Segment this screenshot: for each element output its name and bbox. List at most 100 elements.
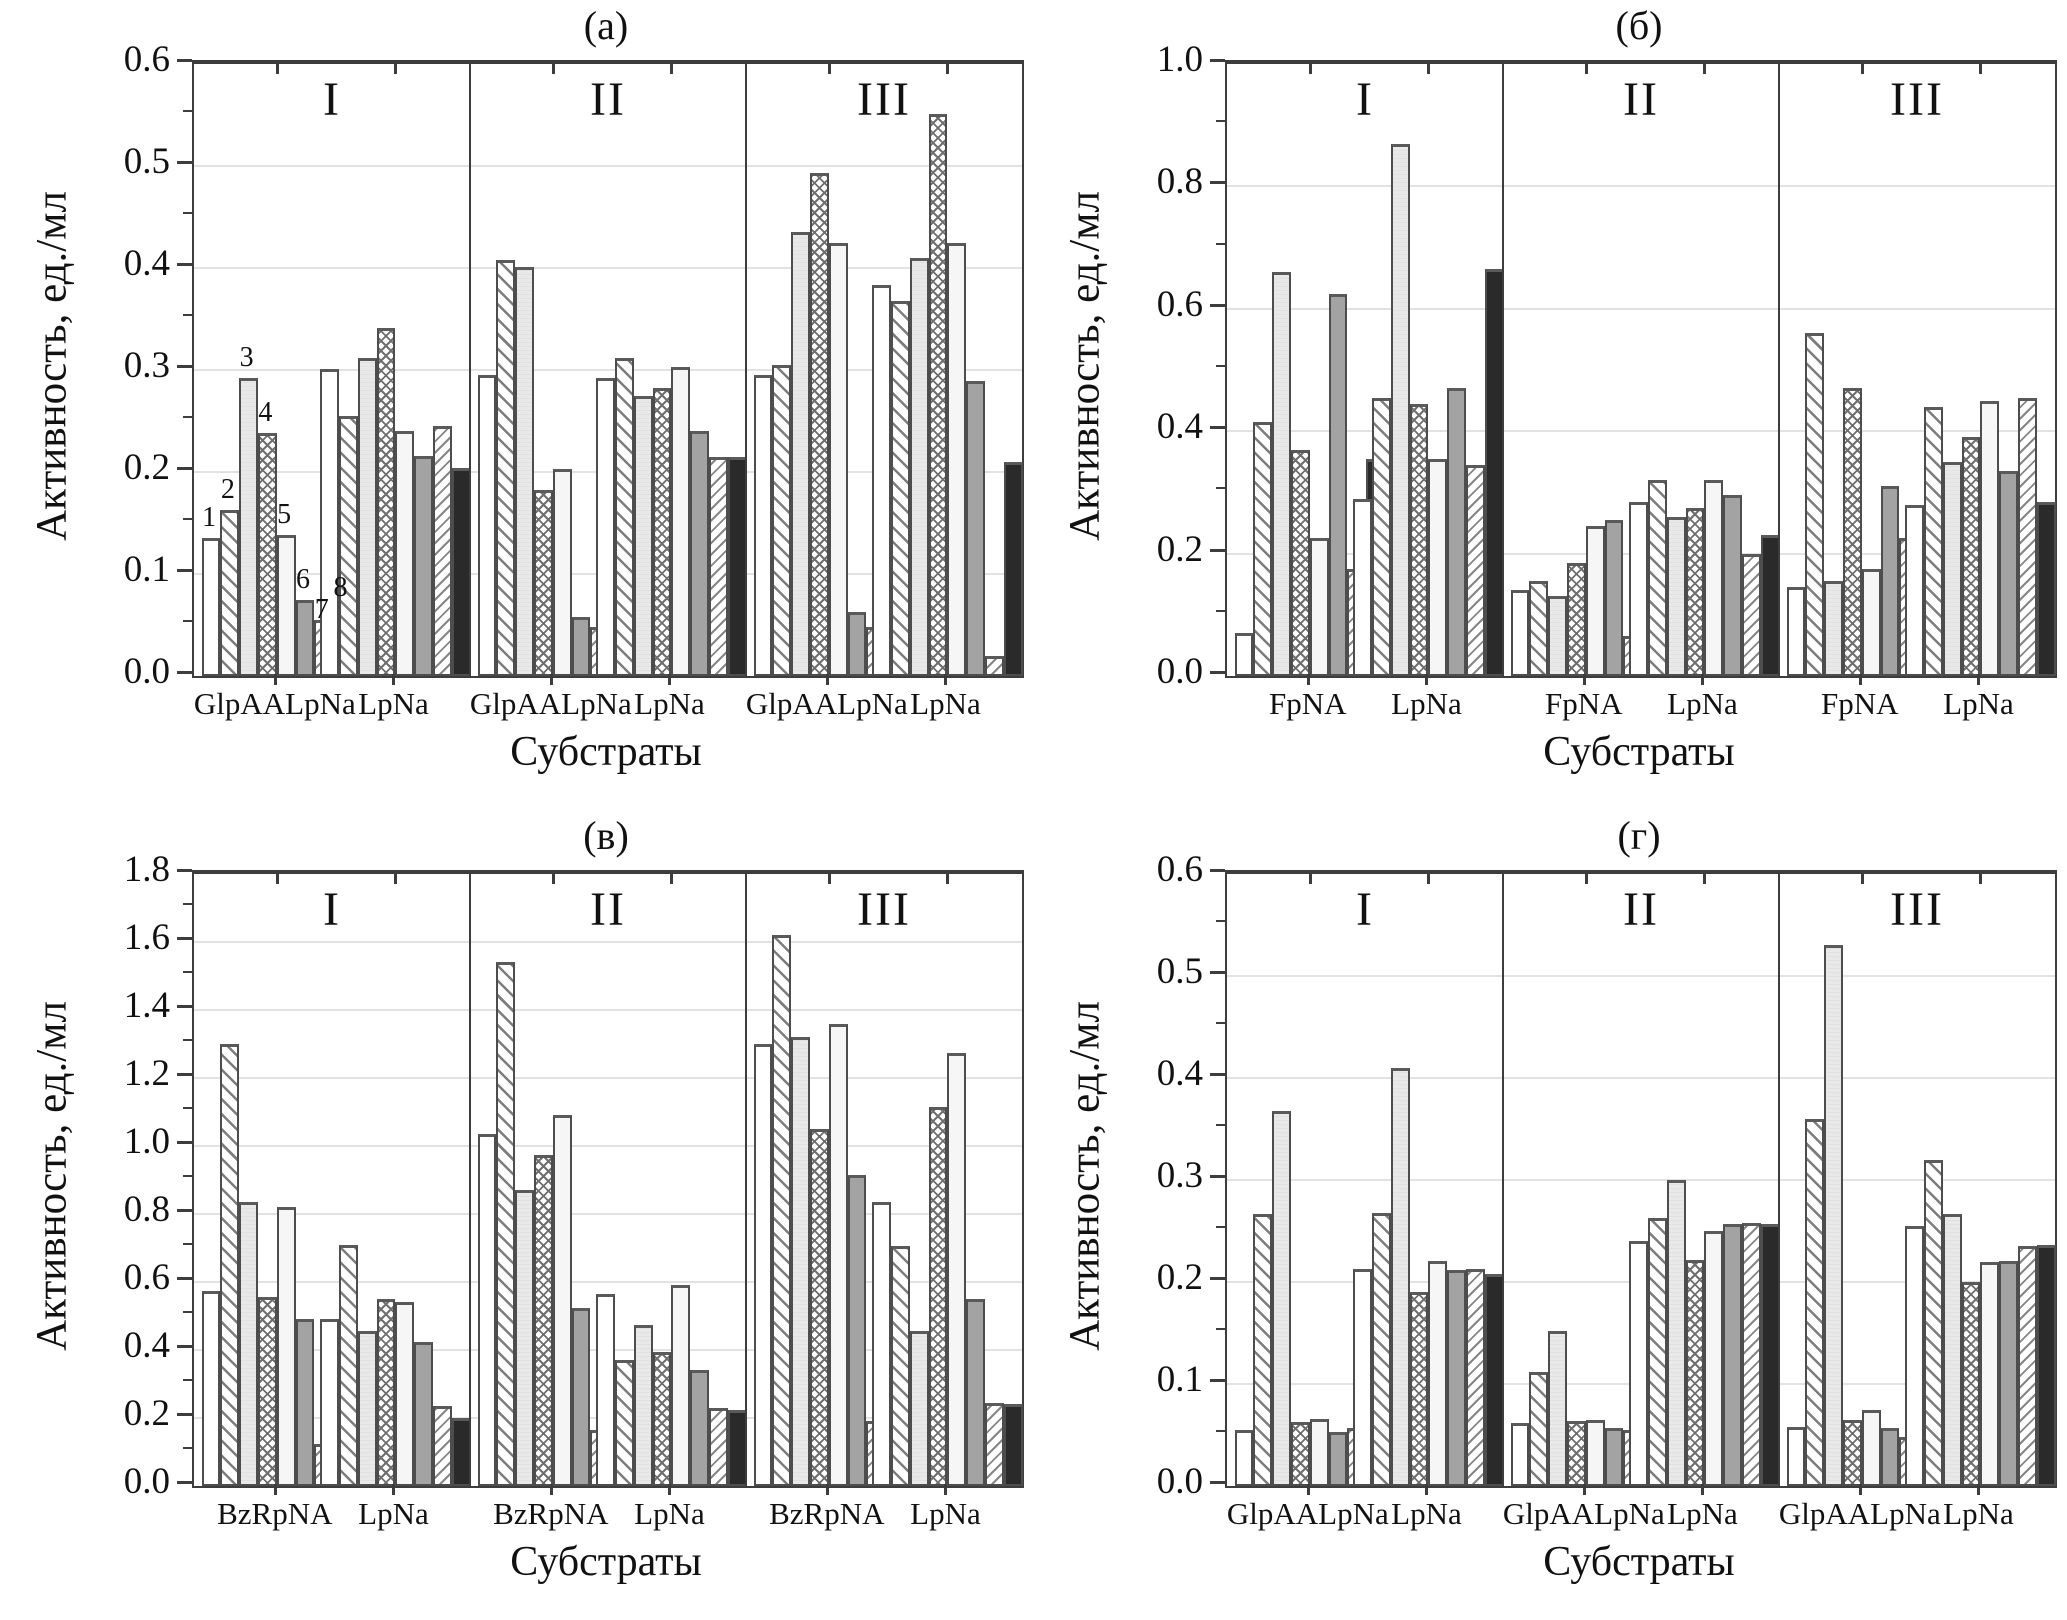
y-axis-minor-tick (1216, 120, 1225, 123)
bar-series-3 (633, 395, 653, 676)
bar-series-3 (357, 1331, 377, 1486)
bar-series-3 (1666, 516, 1686, 676)
bar-series-3 (633, 1324, 653, 1486)
bar-series-8 (451, 467, 471, 676)
bar-series-7 (1466, 464, 1485, 676)
bar-series-1 (1353, 1268, 1373, 1486)
bar-series-5 (828, 1023, 848, 1486)
y-axis-minor-tick (183, 1107, 192, 1109)
grid-line (1227, 307, 2055, 310)
bar-series-6 (1447, 1269, 1466, 1486)
y-tick-label: 0.3 (1156, 1155, 1203, 1196)
bar-series-8 (727, 1409, 747, 1486)
bar-series-8 (451, 1418, 471, 1486)
bar-series-3 (1272, 272, 1292, 676)
bar-series-6 (966, 381, 985, 676)
bar-series-5 (1585, 1419, 1605, 1486)
substrate-label: GlpAALpNa (1226, 1496, 1389, 1531)
y-axis-minor-tick (1216, 609, 1225, 612)
section-label: III (857, 883, 911, 936)
bar-series-4 (652, 1351, 672, 1486)
grid-line (1227, 1077, 2055, 1079)
y-tick-label: 0.6 (123, 39, 170, 80)
x-axis-tick (1425, 674, 1429, 685)
y-axis-tick (177, 1073, 192, 1076)
bar-series-7 (1742, 1222, 1761, 1486)
bar-series-2 (496, 259, 516, 676)
bar-series-7 (2018, 1246, 2037, 1486)
bar-series-3 (1272, 1110, 1292, 1486)
section-label: II (590, 73, 626, 126)
bar-series-2 (615, 1360, 634, 1486)
y-axis-tick (1210, 181, 1225, 185)
bar-series-1 (1629, 501, 1649, 676)
y-tick-label: 0.0 (1156, 1461, 1203, 1502)
bar-series-5 (828, 242, 848, 676)
y-axis-minor-tick (1216, 920, 1225, 922)
section-divider (1502, 874, 1504, 1486)
y-axis-tick (1210, 59, 1225, 62)
panel-title: (а) (583, 3, 629, 48)
bar-series-5 (276, 535, 296, 676)
bar-series-1 (201, 1290, 221, 1486)
x-axis-tick (1977, 1484, 1981, 1495)
bar-series-1 (1510, 1422, 1530, 1486)
bar-series-4 (376, 328, 396, 676)
top-axis-tick (1979, 64, 1983, 74)
y-tick-label: 1.8 (123, 849, 170, 890)
bar-number-label: 8 (333, 571, 348, 603)
bar-series-3 (239, 1202, 259, 1486)
plot-area: I II III (1225, 870, 2057, 1488)
panel-a: (а) Активность, ед./мл I II III 0.0 0.1 0.2 0.3 0… (0, 0, 1033, 810)
bar-series-1 (596, 1293, 616, 1486)
x-axis-tick (1858, 674, 1862, 685)
bar-series-6 (295, 599, 315, 676)
x-axis-tick (549, 674, 553, 685)
bar-series-2 (496, 962, 516, 1486)
bar-series-4 (1961, 1282, 1981, 1486)
y-axis-tick (177, 1005, 192, 1008)
y-axis-tick (1210, 1481, 1225, 1484)
section-divider (1502, 64, 1504, 676)
bar-series-4 (376, 1299, 396, 1486)
bar-series-3 (909, 1331, 929, 1486)
section-label: III (1890, 73, 1944, 126)
bar-series-4 (810, 173, 829, 676)
y-axis-minor-tick (183, 1039, 192, 1041)
substrate-label: LpNa (1667, 686, 1738, 721)
top-axis-tick (394, 64, 398, 74)
bar-series-2 (1648, 480, 1667, 676)
bar-series-8 (727, 456, 747, 676)
y-axis-minor-tick (183, 212, 192, 214)
bar-series-1 (201, 538, 221, 676)
bar-series-1 (596, 378, 616, 676)
grid-line (194, 1281, 1022, 1283)
bar-series-6 (414, 455, 433, 676)
x-axis-tick (1582, 1484, 1586, 1495)
bar-series-2 (1372, 1212, 1391, 1486)
bar-series-5 (1309, 1418, 1329, 1486)
bar-series-6 (1723, 1223, 1742, 1486)
y-axis-minor-tick (183, 1175, 192, 1177)
bar-series-2 (1924, 406, 1943, 676)
bar-series-2 (1805, 333, 1825, 676)
bar-series-2 (1253, 1213, 1273, 1486)
y-axis-tick (177, 1345, 192, 1348)
bar-series-5 (1861, 1409, 1881, 1486)
bar-series-2 (220, 509, 240, 676)
bar-series-3 (1548, 596, 1568, 676)
grid-line (194, 941, 1022, 943)
y-tick-label: 0.5 (1156, 951, 1203, 992)
bar-series-1 (1510, 590, 1530, 676)
y-axis-tick (177, 869, 192, 872)
bar-series-2 (1372, 397, 1391, 676)
y-tick-label: 0.8 (123, 1189, 170, 1230)
y-tick-label: 0.3 (123, 345, 170, 386)
bar-series-6 (1880, 1427, 1900, 1486)
y-axis-tick (177, 1413, 192, 1416)
section-label: I (323, 883, 341, 936)
bar-number-label: 7 (314, 593, 329, 625)
substrate-label: FpNA (1545, 686, 1623, 721)
bar-series-8 (1003, 461, 1023, 676)
bar-series-2 (1253, 422, 1273, 676)
